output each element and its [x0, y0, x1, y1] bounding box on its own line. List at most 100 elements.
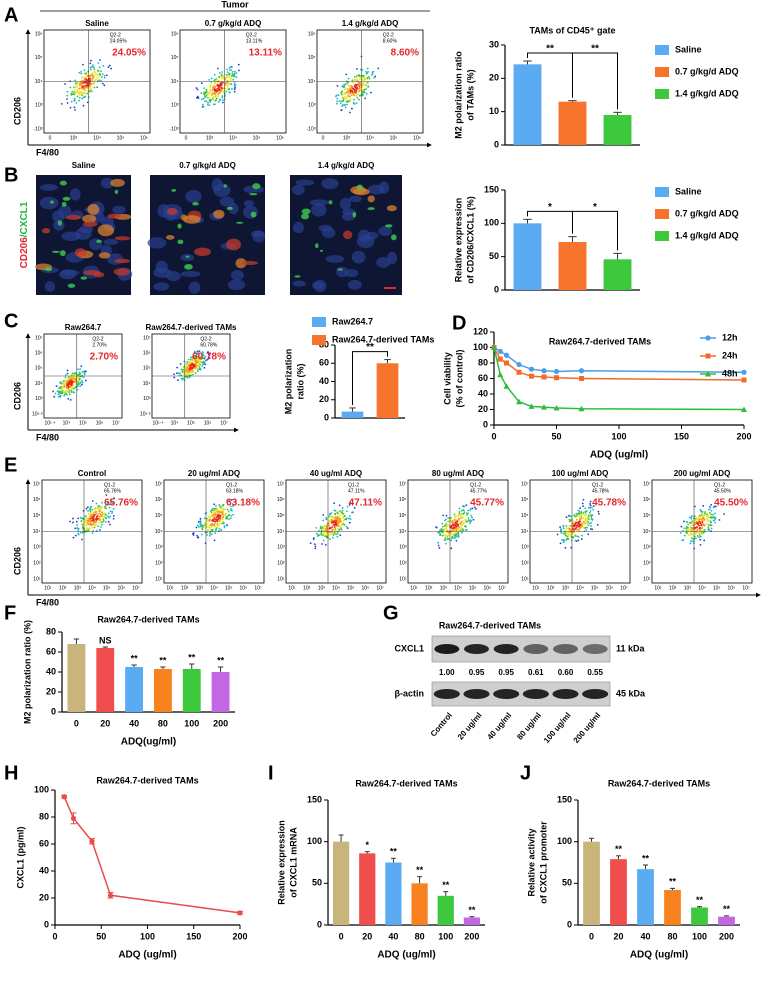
- event-dot: [571, 535, 574, 538]
- event-dot: [319, 525, 322, 528]
- event-dot: [224, 508, 227, 511]
- stain-spot: [252, 183, 261, 190]
- bar: [513, 64, 542, 145]
- flow-y-tick: 10³: [35, 396, 43, 402]
- event-dot: [203, 87, 206, 90]
- flow-y-tick: 10⁷: [33, 481, 41, 487]
- event-dot: [213, 73, 216, 76]
- gate-percent-highlight: 8.60%: [391, 48, 419, 59]
- x-tick-label: 40: [129, 718, 139, 728]
- event-dot: [78, 87, 81, 90]
- event-dot: [238, 69, 240, 72]
- event-dot: [463, 509, 465, 512]
- event-dot: [108, 506, 111, 509]
- event-dot: [89, 66, 92, 69]
- legend-swatch: [655, 187, 669, 197]
- nucleus: [321, 178, 339, 190]
- event-dot: [210, 515, 213, 518]
- event-dot: [194, 360, 196, 363]
- event-dot: [344, 103, 347, 106]
- nucleus: [61, 269, 80, 276]
- flow-x-tick: 10³: [196, 585, 204, 591]
- event-dot: [347, 88, 349, 91]
- event-dot: [346, 510, 348, 513]
- event-dot: [451, 520, 454, 523]
- gate-name: Q1-2: [470, 482, 481, 488]
- flow-y-tick: 10²: [643, 560, 651, 566]
- x-tick-label: 20: [100, 718, 110, 728]
- nucleus: [44, 281, 56, 292]
- nucleus: [325, 255, 345, 263]
- event-dot: [232, 78, 235, 81]
- event-dot: [195, 368, 198, 371]
- event-dot: [590, 515, 593, 518]
- event-dot: [72, 521, 74, 524]
- stain-spot: [235, 258, 247, 269]
- flow-x-tick: 10⁷: [620, 585, 628, 591]
- event-dot: [74, 376, 77, 379]
- event-dot: [331, 536, 334, 539]
- nucleus: [188, 281, 201, 294]
- flow-y-tick: 10³: [643, 545, 651, 551]
- event-dot: [699, 543, 702, 546]
- flow-y-tick: 10³: [308, 103, 316, 109]
- event-dot: [699, 538, 702, 541]
- event-dot: [203, 517, 206, 520]
- event-dot: [228, 83, 231, 86]
- event-dot: [361, 90, 364, 93]
- stain-spot: [356, 184, 363, 190]
- event-dot: [89, 522, 92, 524]
- stain-spot: [177, 223, 182, 229]
- event-dot: [568, 534, 571, 537]
- event-dot: [96, 86, 98, 89]
- gate-name: Q2-2: [110, 32, 121, 38]
- stain-spot: [97, 224, 115, 237]
- panel-letter: A: [4, 4, 18, 26]
- event-dot: [234, 70, 236, 73]
- y-tick-label: 20: [478, 404, 488, 414]
- flow-y-tick: 10¹·²: [32, 411, 43, 417]
- event-dot: [214, 509, 217, 512]
- event-dot: [699, 516, 702, 519]
- event-dot: [341, 513, 344, 516]
- event-dot: [225, 74, 228, 76]
- event-dot: [75, 520, 78, 523]
- band-ratio: 0.55: [587, 668, 603, 677]
- event-dot: [581, 502, 584, 505]
- x-tick-label: 200: [719, 931, 734, 941]
- event-dot: [101, 511, 103, 514]
- event-dot: [200, 82, 203, 85]
- flow-y-tick: 10⁴: [171, 79, 179, 85]
- event-dot: [591, 514, 594, 517]
- event-dot: [453, 536, 456, 539]
- legend-swatch: [312, 317, 326, 327]
- event-dot: [221, 77, 223, 80]
- legend-label: 1.4 g/kg/d ADQ: [675, 88, 739, 98]
- flow-x-tick: 10⁵: [469, 585, 477, 591]
- event-dot: [333, 502, 336, 505]
- stain-spot: [300, 213, 310, 220]
- legend-label: 1.4 g/kg/d ADQ: [675, 230, 739, 240]
- x-tick-label: 0: [589, 931, 594, 941]
- event-dot: [365, 73, 368, 75]
- event-dot: [205, 95, 207, 98]
- flow-x-tick: 10¹: [166, 585, 174, 591]
- nucleus: [292, 222, 304, 234]
- event-dot: [460, 517, 463, 519]
- bar: [691, 907, 708, 925]
- data-point: [516, 369, 522, 375]
- event-dot: [205, 88, 208, 91]
- gate-name: Q1-2: [226, 482, 237, 488]
- event-dot: [216, 67, 219, 70]
- event-dot: [80, 72, 83, 75]
- y-axis-label: of CD206/CXCL1 (%): [465, 196, 475, 284]
- event-dot: [562, 525, 565, 528]
- chart-title: Raw264.7-derived TAMs: [549, 336, 651, 346]
- significance-label: **: [468, 905, 476, 915]
- event-dot: [355, 94, 358, 97]
- event-dot: [95, 519, 98, 522]
- significance-label: **: [366, 342, 374, 353]
- event-dot: [193, 351, 196, 353]
- event-dot: [208, 526, 211, 529]
- event-dot: [710, 503, 713, 506]
